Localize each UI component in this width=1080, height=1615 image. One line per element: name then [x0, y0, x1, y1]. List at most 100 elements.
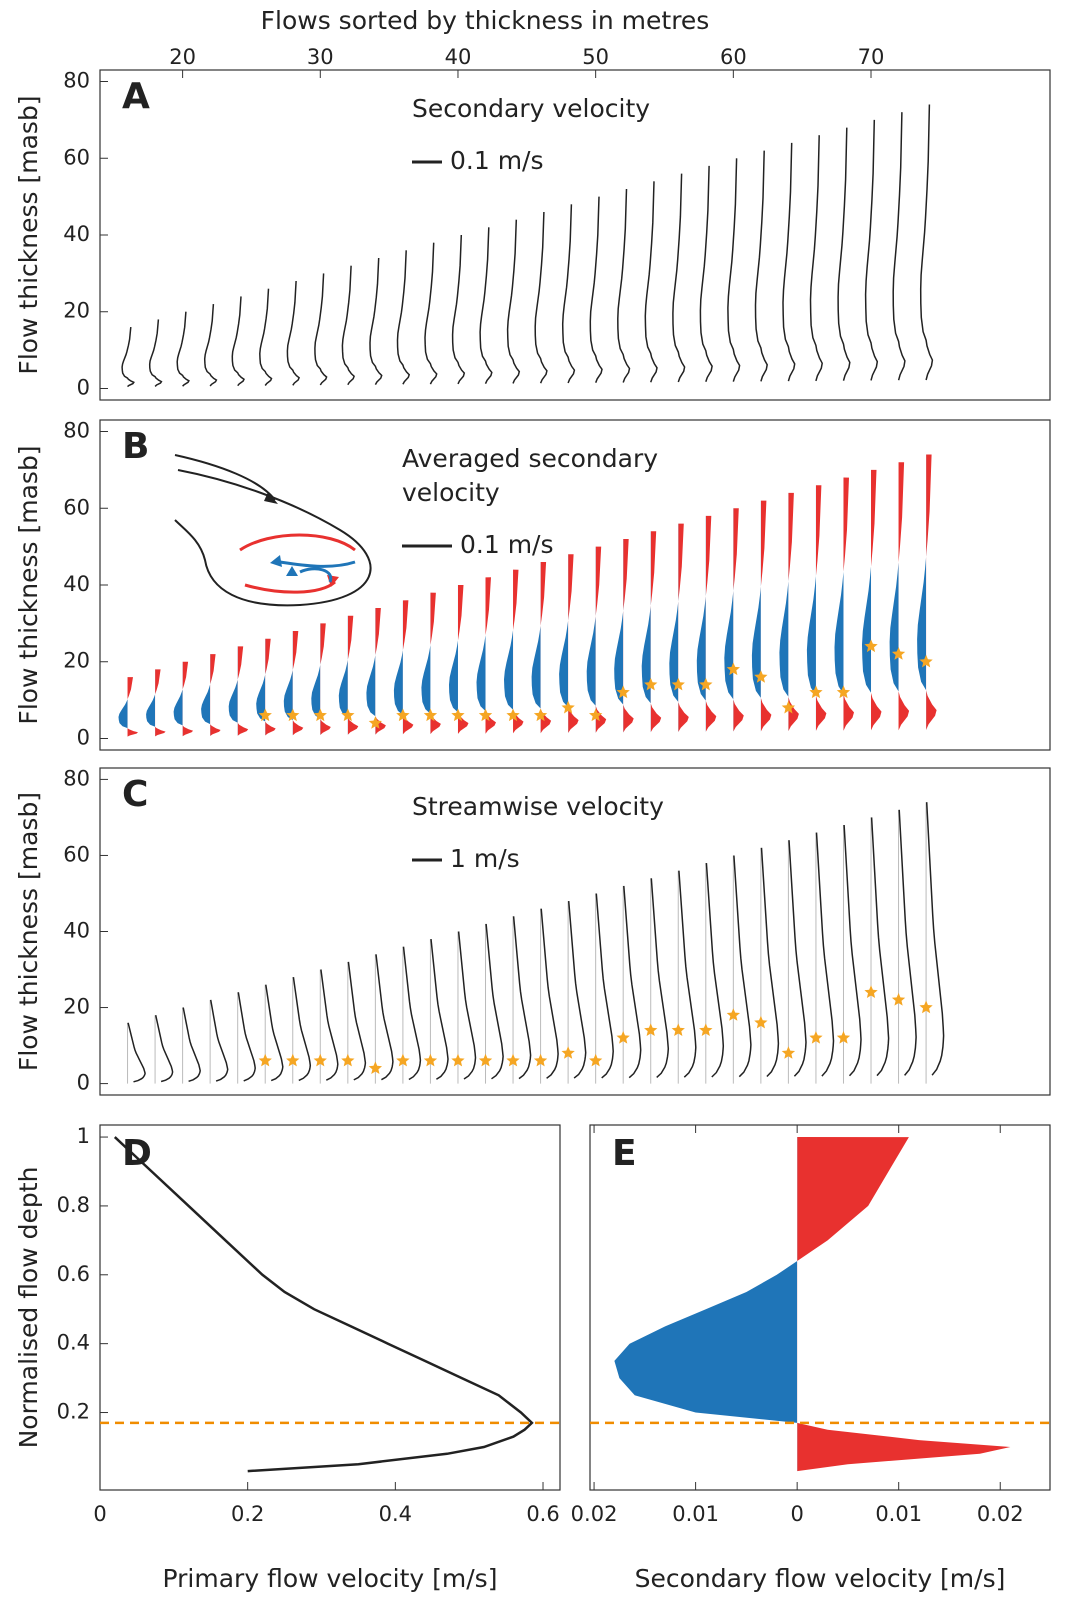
secondary-profile: [589, 196, 603, 383]
y-tick-label: 60: [63, 842, 90, 866]
secondary-fill-negative: [586, 546, 596, 733]
max-velocity-star: [533, 708, 548, 722]
max-velocity-star: [451, 708, 465, 722]
secondary-fill-negative: [504, 569, 514, 734]
y-tick-label: 40: [63, 572, 90, 596]
scale-bar-label: 1 m/s: [450, 844, 520, 873]
max-velocity-star: [781, 700, 796, 714]
secondary-fill-negative: [476, 577, 486, 734]
x-tick-label: 70: [858, 45, 885, 69]
secondary-fill-positive: [265, 638, 276, 736]
streamwise-profile: [760, 847, 780, 1078]
streamwise-profile: [815, 832, 835, 1077]
max-velocity-star: [258, 708, 272, 722]
secondary-profile: [479, 227, 493, 385]
secondary-fill-positive: [623, 538, 634, 733]
secondary-fill-positive: [347, 615, 359, 735]
secondary-fill-positive: [513, 569, 524, 734]
streamwise-profile: [182, 1007, 201, 1083]
max-velocity-star: [616, 1031, 630, 1044]
streamwise-profile: [925, 802, 945, 1076]
y-tick-label: 0: [77, 375, 90, 399]
secondary-fill-negative: [834, 477, 844, 731]
max-velocity-star: [561, 700, 575, 714]
secondary-profile: [148, 319, 163, 387]
secondary-fill-negative: [641, 605, 651, 733]
max-velocity-star: [671, 1023, 685, 1036]
secondary-fill-negative: [311, 664, 321, 719]
streamwise-profile: [595, 893, 614, 1079]
secondary-profile: [451, 234, 466, 385]
max-velocity-star: [506, 708, 520, 722]
secondary-fill-negative: [779, 581, 789, 732]
panel-label: E: [612, 1133, 637, 1174]
secondary-fill-positive: [292, 631, 304, 736]
max-velocity-star: [864, 985, 878, 998]
max-velocity-star: [561, 1046, 575, 1059]
secondary-profile: [506, 219, 521, 384]
x-tick-label: 0.02: [977, 1502, 1024, 1526]
secondary-profile: [754, 150, 768, 382]
max-velocity-star: [286, 1053, 300, 1067]
max-velocity-star: [423, 708, 438, 722]
streamwise-profile: [347, 961, 367, 1081]
y-tick-label: 0.6: [57, 1262, 90, 1286]
secondary-fill-positive: [155, 669, 166, 737]
y-tick-label: 60: [63, 495, 90, 519]
panel-label: A: [122, 76, 150, 117]
secondary-fill-positive: [568, 554, 579, 733]
secondary-fill-positive: [237, 646, 249, 736]
y-tick-label: 0: [77, 725, 90, 749]
scale-bar-label: 0.1 m/s: [450, 146, 544, 175]
secondary-profile: [809, 135, 823, 382]
y-tick-label: 60: [63, 145, 90, 169]
streamwise-profile: [237, 992, 256, 1082]
max-velocity-star: [754, 670, 768, 683]
secondary-profile: [727, 158, 741, 382]
positive-area: [797, 1137, 1011, 1472]
max-velocity-star: [836, 1031, 851, 1044]
streamwise-profile: [402, 946, 422, 1081]
secondary-profile: [259, 288, 273, 386]
x-axis-label: Secondary flow velocity [m/s]: [635, 1564, 1006, 1593]
panel-d-frame: [99, 1124, 561, 1491]
secondary-fill-positive: [402, 600, 414, 735]
secondary-fill-positive: [127, 677, 138, 737]
y-axis-label: Flow thickness [masb]: [14, 445, 43, 724]
y-tick-label: 40: [63, 919, 90, 943]
max-velocity-star: [726, 1008, 740, 1021]
secondary-fill-negative: [173, 689, 183, 737]
secondary-fill-negative: [228, 646, 238, 736]
secondary-profile: [231, 296, 245, 387]
x-axis-label: Flows sorted by thickness in metres: [261, 6, 710, 35]
max-velocity-star: [836, 685, 851, 699]
x-tick-label: 0: [93, 1502, 106, 1526]
y-tick-label: 20: [63, 649, 90, 673]
max-velocity-star: [589, 708, 603, 722]
x-tick-label: 30: [307, 45, 334, 69]
secondary-profile: [396, 250, 411, 385]
secondary-fill-positive: [733, 508, 744, 732]
streamwise-profile: [733, 855, 752, 1078]
x-tick-label: 0.4: [379, 1502, 412, 1526]
y-tick-label: 40: [63, 222, 90, 246]
secondary-fill-negative: [146, 669, 156, 737]
secondary-profile: [203, 304, 218, 387]
max-velocity-star: [506, 1053, 520, 1067]
secondary-fill-positive: [815, 485, 827, 731]
secondary-fill-negative: [449, 585, 458, 734]
streamwise-profile: [512, 916, 532, 1080]
secondary-fill-negative: [531, 625, 541, 709]
secondary-profile: [672, 173, 686, 383]
x-tick-label: 0.02: [571, 1502, 618, 1526]
max-velocity-star: [781, 1046, 796, 1059]
y-axis-label: Normalised flow depth: [14, 1167, 43, 1449]
secondary-profile: [424, 242, 438, 385]
scale-bar-label: 0.1 m/s: [460, 530, 554, 559]
streamwise-profile: [843, 824, 862, 1077]
negative-area: [614, 1137, 798, 1472]
max-velocity-star: [699, 1023, 713, 1036]
secondary-fill-positive: [540, 561, 552, 734]
secondary-profile: [782, 142, 796, 382]
secondary-fill-positive: [485, 577, 496, 734]
